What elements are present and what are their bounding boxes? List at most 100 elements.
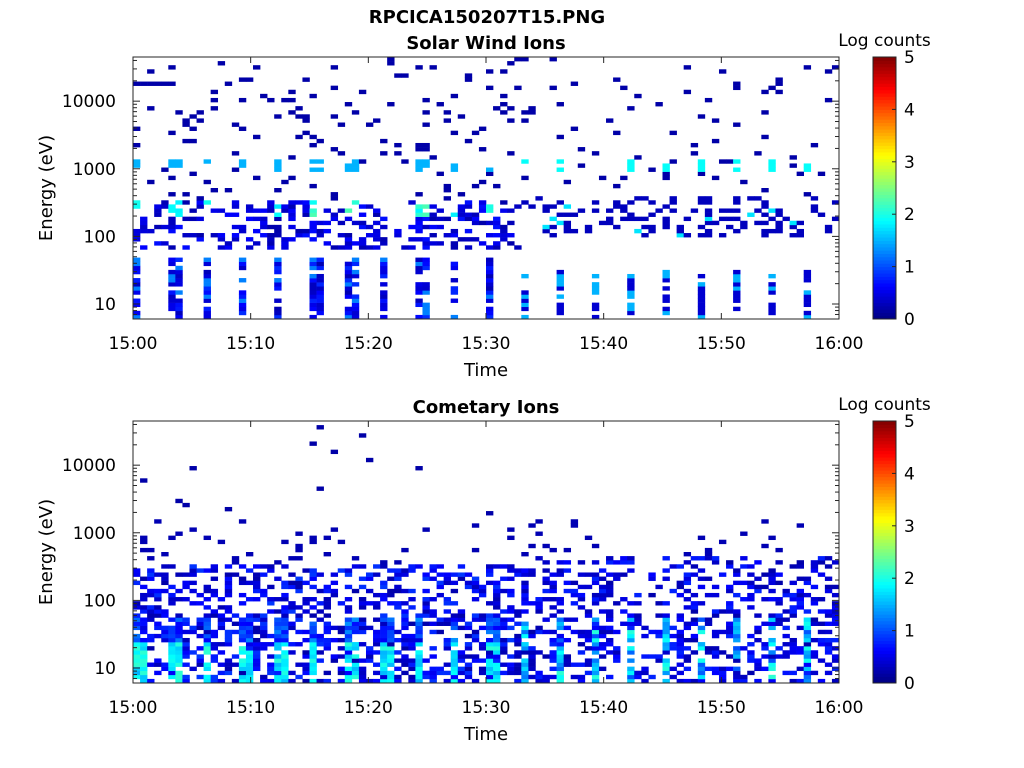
heatmap-cell bbox=[224, 642, 233, 647]
heatmap-cell bbox=[535, 597, 543, 602]
heatmap-cell bbox=[803, 298, 812, 303]
heatmap-cell bbox=[563, 617, 572, 622]
heatmap-cell bbox=[662, 224, 670, 230]
colorbar-segment bbox=[873, 119, 896, 123]
heatmap-cell bbox=[189, 625, 197, 631]
heatmap-cell bbox=[676, 662, 684, 667]
colorbar-tick-label: 4 bbox=[904, 464, 915, 484]
heatmap-cell bbox=[210, 106, 219, 111]
heatmap-cell bbox=[436, 621, 444, 626]
heatmap-cell bbox=[295, 580, 303, 586]
heatmap-cell bbox=[471, 580, 480, 586]
colorbar-segment bbox=[873, 171, 896, 176]
heatmap-cell bbox=[627, 678, 635, 684]
heatmap-cell bbox=[464, 237, 473, 242]
heatmap-cell bbox=[521, 298, 529, 303]
heatmap-cell bbox=[203, 294, 211, 299]
colorbar-segment bbox=[873, 650, 896, 655]
heatmap-cell bbox=[443, 609, 451, 614]
heatmap-cell bbox=[754, 208, 762, 213]
heatmap-cell bbox=[231, 167, 240, 172]
heatmap-cell bbox=[140, 535, 148, 541]
heatmap-cell bbox=[351, 564, 360, 569]
heatmap-cell bbox=[260, 93, 268, 99]
heatmap-cell bbox=[224, 572, 233, 577]
colorbar-frame bbox=[872, 56, 897, 320]
heatmap-cell bbox=[803, 269, 812, 275]
heatmap-cell bbox=[542, 629, 550, 635]
heatmap-cell bbox=[690, 617, 699, 622]
colorbar-segment bbox=[873, 312, 896, 317]
heatmap-cell bbox=[316, 306, 324, 312]
heatmap-cell bbox=[422, 670, 430, 676]
heatmap-cell bbox=[768, 642, 776, 647]
heatmap-cell bbox=[429, 564, 437, 569]
heatmap-cell bbox=[394, 560, 402, 565]
colorbar-segment bbox=[873, 79, 896, 84]
heatmap-cell bbox=[478, 179, 487, 185]
heatmap-cell bbox=[154, 519, 162, 524]
heatmap-cell bbox=[648, 654, 656, 659]
colorbar-segment bbox=[873, 637, 896, 641]
heatmap-cell bbox=[316, 642, 324, 647]
colorbar-segment bbox=[873, 60, 896, 65]
heatmap-cell bbox=[577, 147, 586, 152]
heatmap-cell bbox=[478, 592, 487, 598]
heatmap-cell bbox=[486, 167, 494, 172]
heatmap-cell bbox=[203, 588, 211, 594]
heatmap-cell bbox=[133, 290, 141, 295]
heatmap-cell bbox=[140, 576, 148, 581]
heatmap-cell bbox=[521, 670, 529, 676]
heatmap-cell bbox=[365, 245, 374, 250]
heatmap-cell bbox=[486, 314, 494, 320]
heatmap-cell bbox=[542, 224, 550, 230]
heatmap-cell bbox=[831, 216, 840, 222]
heatmap-cell bbox=[168, 666, 176, 672]
heatmap-cell bbox=[598, 588, 607, 594]
heatmap-cell bbox=[507, 151, 515, 156]
heatmap-cell bbox=[203, 286, 211, 291]
heatmap-cell bbox=[450, 670, 459, 676]
heatmap-cell bbox=[521, 302, 529, 308]
heatmap-cell bbox=[373, 617, 381, 622]
heatmap-cell bbox=[507, 568, 515, 573]
y-tick-label: 100 bbox=[84, 227, 116, 247]
heatmap-cell bbox=[803, 294, 812, 299]
heatmap-cell bbox=[147, 556, 155, 561]
heatmap-cell bbox=[740, 580, 748, 586]
heatmap-cell bbox=[662, 167, 670, 172]
heatmap-cell bbox=[203, 650, 211, 655]
heatmap-cell bbox=[415, 613, 423, 618]
heatmap-cell bbox=[274, 678, 282, 684]
heatmap-cell bbox=[662, 175, 670, 181]
heatmap-cell bbox=[507, 233, 515, 238]
heatmap-cell bbox=[337, 151, 346, 156]
heatmap-cell bbox=[316, 609, 324, 614]
heatmap-cell bbox=[662, 576, 670, 581]
heatmap-cell bbox=[676, 654, 684, 659]
heatmap-cell bbox=[344, 654, 353, 659]
heatmap-cell bbox=[281, 678, 289, 684]
heatmap-cell bbox=[549, 572, 557, 577]
heatmap-cell bbox=[323, 208, 331, 213]
heatmap-cell bbox=[493, 597, 501, 602]
heatmap-cell bbox=[394, 629, 402, 635]
heatmap-cell bbox=[570, 523, 579, 528]
heatmap-cell bbox=[133, 265, 141, 271]
colorbar-segment bbox=[873, 506, 896, 510]
heatmap-cell bbox=[175, 212, 183, 217]
heatmap-cell bbox=[358, 625, 367, 631]
heatmap-cell bbox=[627, 163, 635, 168]
heatmap-cell bbox=[620, 572, 628, 577]
colorbar-segment bbox=[873, 640, 896, 645]
heatmap-cell bbox=[154, 224, 162, 230]
heatmap-cell bbox=[450, 167, 459, 172]
heatmap-cell bbox=[507, 535, 515, 541]
heatmap-cell bbox=[231, 629, 240, 635]
heatmap-cell bbox=[253, 617, 261, 622]
heatmap-cell bbox=[747, 658, 755, 663]
heatmap-cell bbox=[344, 642, 353, 647]
heatmap-cell bbox=[302, 77, 310, 82]
heatmap-cell bbox=[598, 666, 607, 672]
heatmap-cell bbox=[563, 568, 572, 573]
